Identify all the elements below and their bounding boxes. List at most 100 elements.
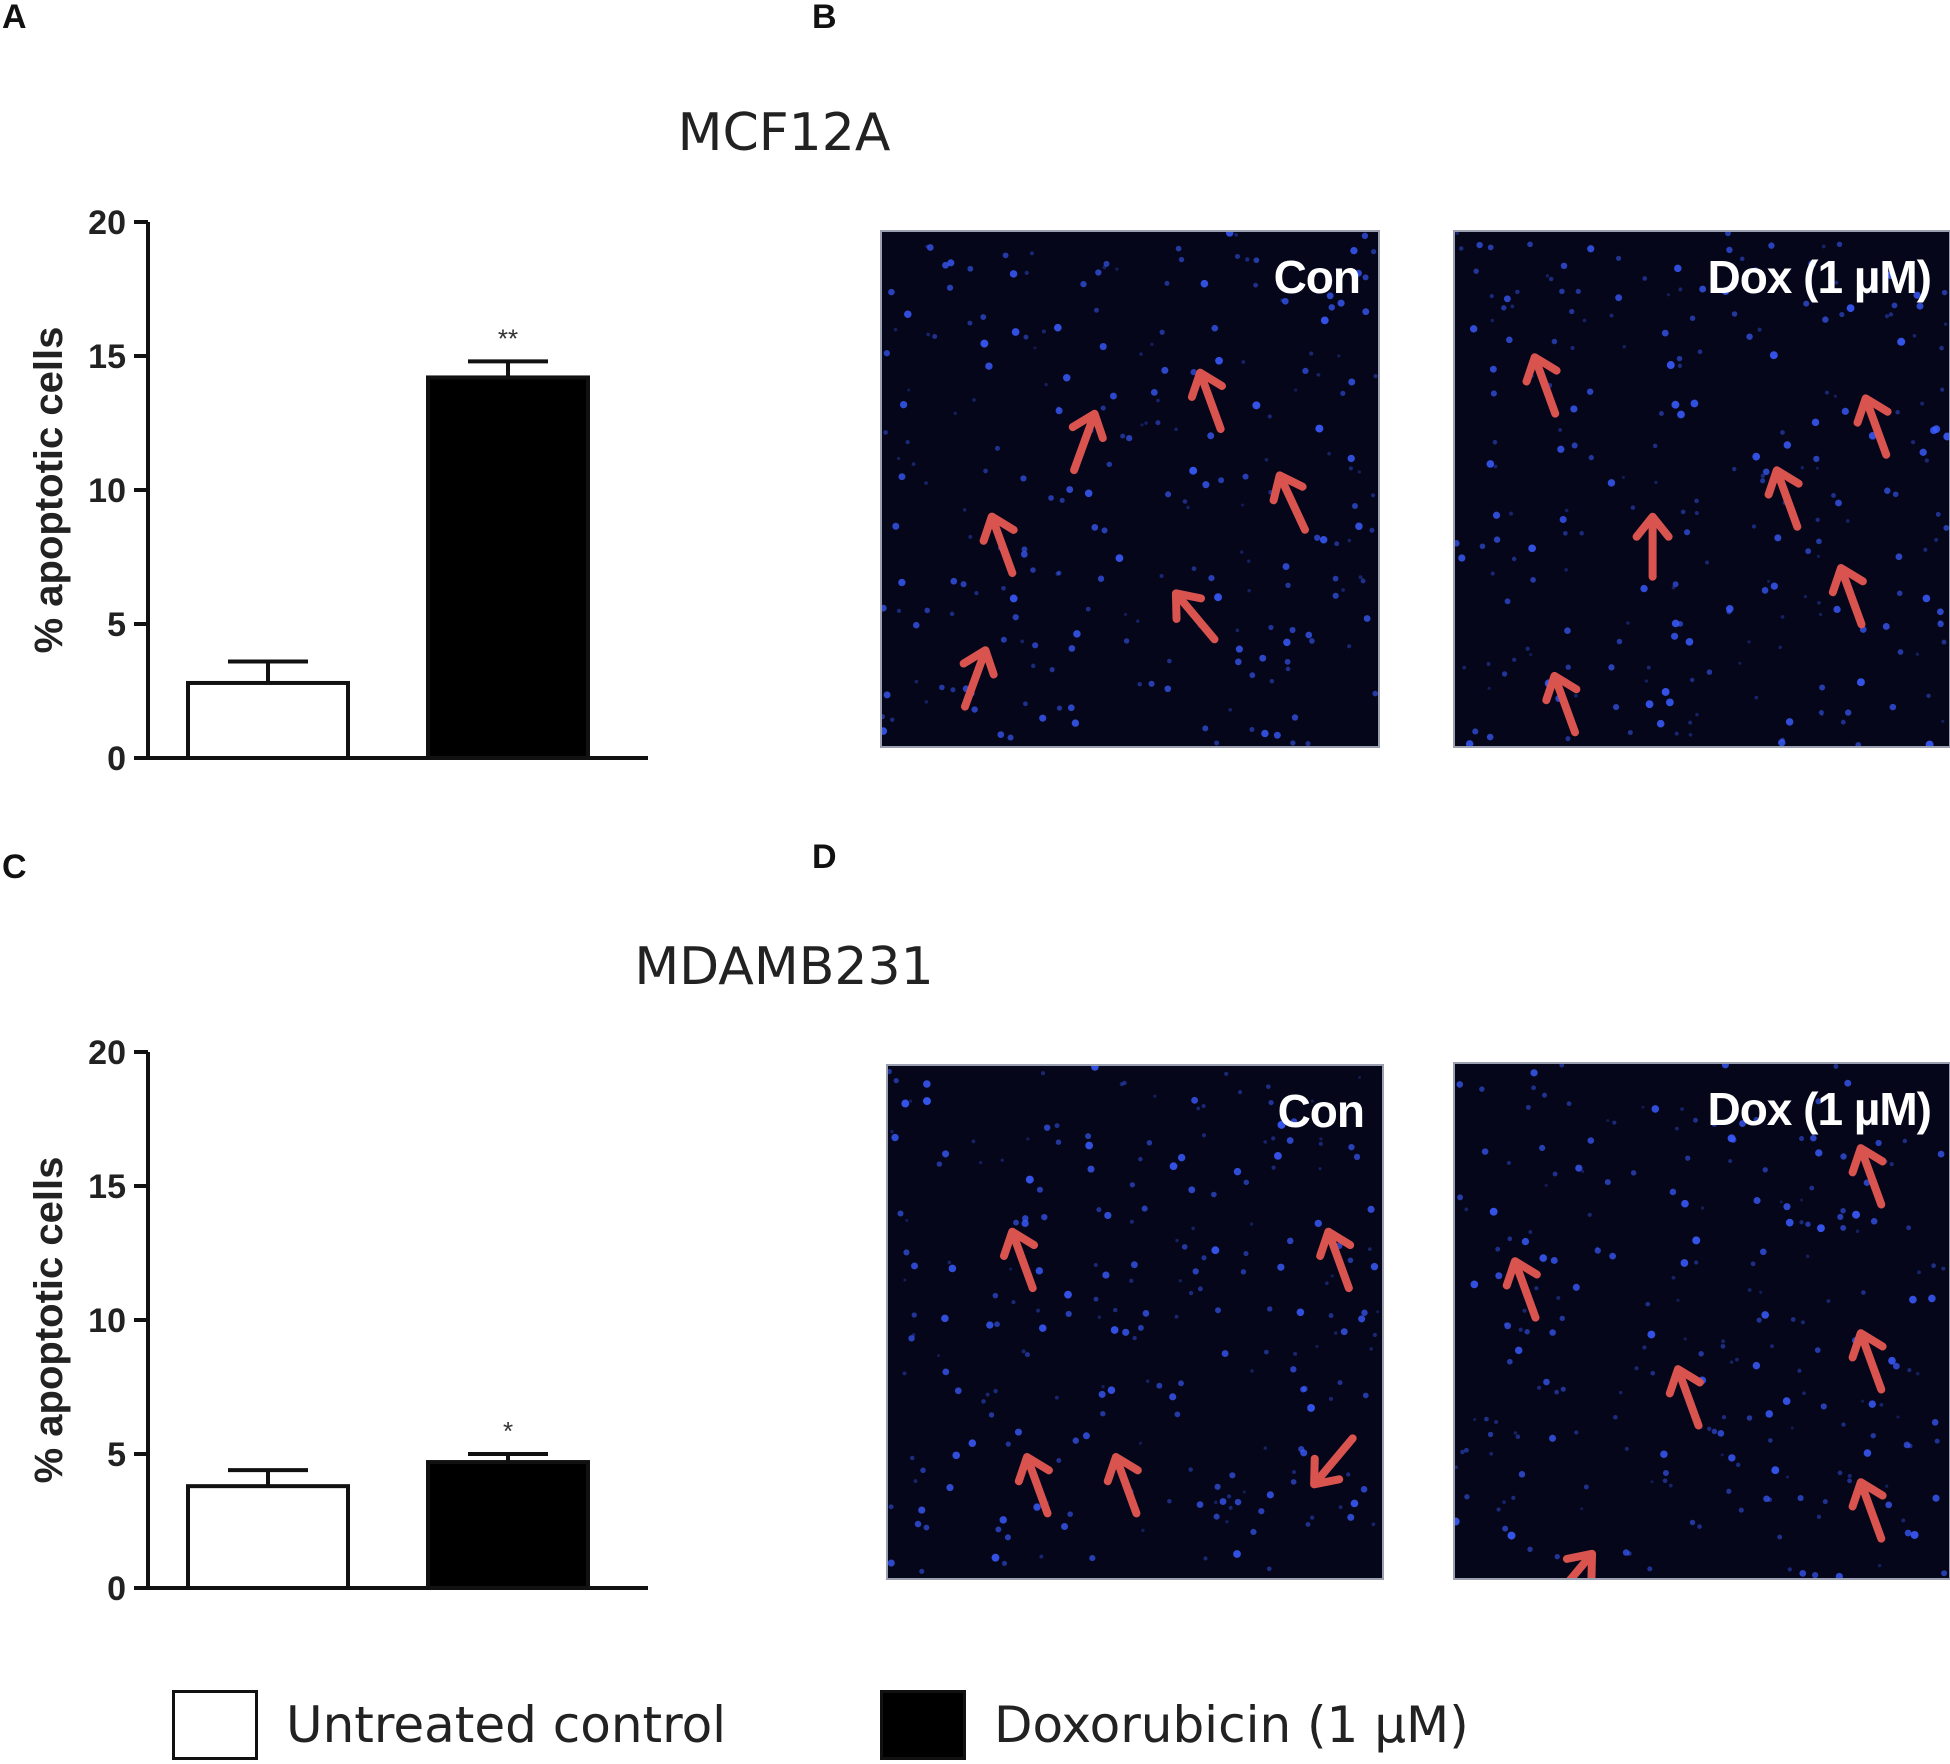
nucleus-dot [1689, 1519, 1696, 1526]
nucleus-dot [1706, 669, 1713, 675]
nucleus-dot [1492, 439, 1498, 445]
nucleus-dot [913, 1479, 918, 1484]
nucleus-dot [1055, 1139, 1062, 1145]
arrow-head [1542, 671, 1581, 705]
nucleus-dot [1902, 1138, 1908, 1144]
nucleus-dot [1487, 686, 1491, 690]
nucleus-dot [926, 332, 931, 337]
nucleus-dot [1348, 466, 1353, 471]
nucleus-dot [1464, 1494, 1470, 1500]
nucleus-dot [1660, 1450, 1668, 1458]
y-axis-label: % apoptotic cells [27, 1157, 71, 1484]
nucleus-dot [974, 590, 979, 596]
nucleus-dot [1507, 1531, 1516, 1540]
nucleus-dot [1941, 1570, 1948, 1577]
arrow-shaft [1531, 355, 1560, 418]
y-tick-label: 15 [88, 1168, 126, 1206]
arrow-head [999, 1227, 1039, 1260]
nucleus-dot [1805, 1254, 1810, 1259]
nucleus-dot [1816, 1514, 1822, 1519]
nucleus-dot [1061, 1523, 1069, 1530]
nucleus-dot [1676, 355, 1683, 362]
nucleus-dot [1054, 1395, 1059, 1400]
nucleus-dot [1358, 1075, 1362, 1079]
nucleus-dot [1711, 1121, 1718, 1127]
micrograph-top-con: Con [880, 230, 1380, 748]
nucleus-dot [1056, 570, 1062, 576]
nucleus-dot [1280, 298, 1284, 303]
nucleus-dot [905, 440, 910, 445]
nucleus-dot [947, 259, 955, 267]
nucleus-dot [1296, 1308, 1305, 1317]
nucleus-dot [1840, 1224, 1847, 1231]
arrow-head [1632, 512, 1673, 541]
nucleus-dot [1207, 432, 1215, 440]
nucleus-dot [1098, 1390, 1106, 1398]
nucleus-dot [888, 1504, 894, 1510]
nucleus-dot [1581, 1169, 1585, 1173]
legend-label-treated: Doxorubicin (1 µM) [994, 1696, 1469, 1754]
nucleus-dot [1559, 288, 1565, 295]
nucleus-dot [1234, 658, 1242, 666]
nucleus-dot [1290, 740, 1296, 746]
nucleus-dot [1228, 1505, 1233, 1510]
nucleus-dot [1266, 1491, 1274, 1499]
nucleus-dot [1039, 714, 1047, 722]
nucleus-dot [1181, 1244, 1188, 1250]
nucleus-dot [1818, 709, 1824, 716]
arrow-shaft [1196, 370, 1225, 434]
nucleus-dot [1122, 1080, 1127, 1086]
nucleus-dot [1002, 252, 1009, 259]
nucleus-dot [1031, 663, 1036, 669]
nucleus-dot [1340, 1328, 1348, 1336]
nucleus-dot [1277, 1263, 1285, 1271]
nucleus-dot [1068, 645, 1076, 652]
nucleus-dot [1362, 1392, 1369, 1399]
nucleus-dot [1717, 1430, 1725, 1437]
nucleus-dot [1023, 334, 1029, 340]
nucleus-dot [1668, 1483, 1673, 1488]
nucleus-dot [1528, 544, 1536, 553]
arrow-shaft [1325, 1229, 1353, 1293]
nucleus-dot [1529, 653, 1533, 657]
nucleus-dot [1624, 1446, 1629, 1451]
nucleus-dot [1840, 1153, 1847, 1160]
nucleus-dot [1041, 329, 1046, 334]
nucleus-dot [1731, 311, 1738, 317]
nucleus-dot [1831, 492, 1836, 498]
nucleus-dot [1271, 1136, 1276, 1141]
arrow-icon [1068, 409, 1107, 475]
nucleus-dot [1167, 658, 1172, 664]
nucleus-dot [1266, 1566, 1272, 1572]
nucleus-dot [1856, 678, 1865, 687]
nucleus-dot [992, 1292, 999, 1299]
nucleus-dot [1510, 304, 1515, 309]
nucleus-dot [1609, 313, 1614, 318]
nucleus-dot [1022, 1215, 1029, 1222]
nucleus-dot [1537, 1385, 1542, 1390]
nucleus-dot [1735, 1462, 1741, 1468]
nucleus-dot [1228, 707, 1233, 712]
nucleus-dot [1531, 1085, 1536, 1091]
nucleus-dot [1150, 388, 1158, 396]
nucleus-dot [1760, 473, 1765, 478]
nucleus-dot [1290, 1118, 1298, 1125]
nucleus-dot [1249, 727, 1255, 733]
nucleus-dot [918, 1506, 926, 1514]
nucleus-dot [1214, 740, 1220, 746]
nucleus-dot [1472, 728, 1479, 735]
arrow-shaft [988, 514, 1017, 577]
nucleus-dot [1487, 1431, 1494, 1438]
nucleus-dot [1097, 1315, 1102, 1320]
nucleus-dot [1009, 1267, 1013, 1271]
nucleus-dot [1009, 594, 1018, 603]
nucleus-dot [1845, 519, 1850, 523]
nucleus-dot [1940, 387, 1945, 392]
arrow-shaft [1511, 1259, 1540, 1322]
nucleus-dot [1053, 323, 1062, 332]
nucleus-dot [1665, 698, 1674, 707]
nucleus-dot [1026, 1137, 1030, 1141]
nucleus-dot [1937, 620, 1944, 628]
nucleus-dot [1695, 712, 1699, 717]
nucleus-dot [888, 1068, 892, 1075]
